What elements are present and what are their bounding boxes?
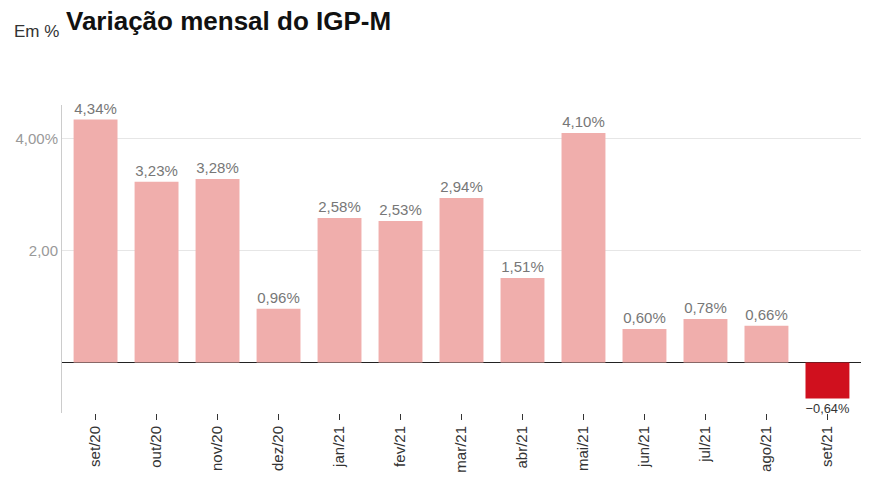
- svg-text:3,28%: 3,28%: [196, 159, 239, 176]
- svg-text:4,34%: 4,34%: [74, 100, 117, 117]
- svg-text:2,53%: 2,53%: [379, 201, 422, 218]
- svg-text:4,10%: 4,10%: [562, 113, 605, 130]
- svg-text:−0,64%: −0,64%: [806, 401, 850, 416]
- svg-text:0,66%: 0,66%: [745, 306, 788, 323]
- svg-text:dez/20: dez/20: [269, 426, 286, 471]
- svg-text:0,78%: 0,78%: [684, 299, 727, 316]
- svg-text:set/21: set/21: [818, 426, 835, 467]
- svg-text:2,94%: 2,94%: [440, 178, 483, 195]
- svg-text:mar/21: mar/21: [452, 426, 469, 473]
- svg-text:abr/21: abr/21: [513, 426, 530, 469]
- svg-text:Em %: Em %: [14, 22, 59, 41]
- svg-text:2,00: 2,00: [29, 242, 58, 259]
- svg-text:4,00%: 4,00%: [15, 130, 58, 147]
- svg-text:2,58%: 2,58%: [318, 198, 361, 215]
- svg-text:Variação mensal do IGP-M: Variação mensal do IGP-M: [66, 6, 391, 36]
- svg-text:3,23%: 3,23%: [135, 162, 178, 179]
- svg-text:jun/21: jun/21: [635, 426, 652, 468]
- svg-text:jan/21: jan/21: [330, 426, 347, 468]
- svg-text:1,51%: 1,51%: [501, 258, 544, 275]
- svg-text:mai/21: mai/21: [574, 426, 591, 471]
- svg-text:ago/21: ago/21: [757, 426, 774, 472]
- svg-text:out/20: out/20: [147, 426, 164, 468]
- svg-text:nov/20: nov/20: [208, 426, 225, 471]
- svg-text:set/20: set/20: [86, 426, 103, 467]
- svg-text:jul/21: jul/21: [696, 426, 713, 463]
- svg-text:0,60%: 0,60%: [623, 309, 666, 326]
- svg-text:fev/21: fev/21: [391, 426, 408, 467]
- svg-text:0,96%: 0,96%: [257, 289, 300, 306]
